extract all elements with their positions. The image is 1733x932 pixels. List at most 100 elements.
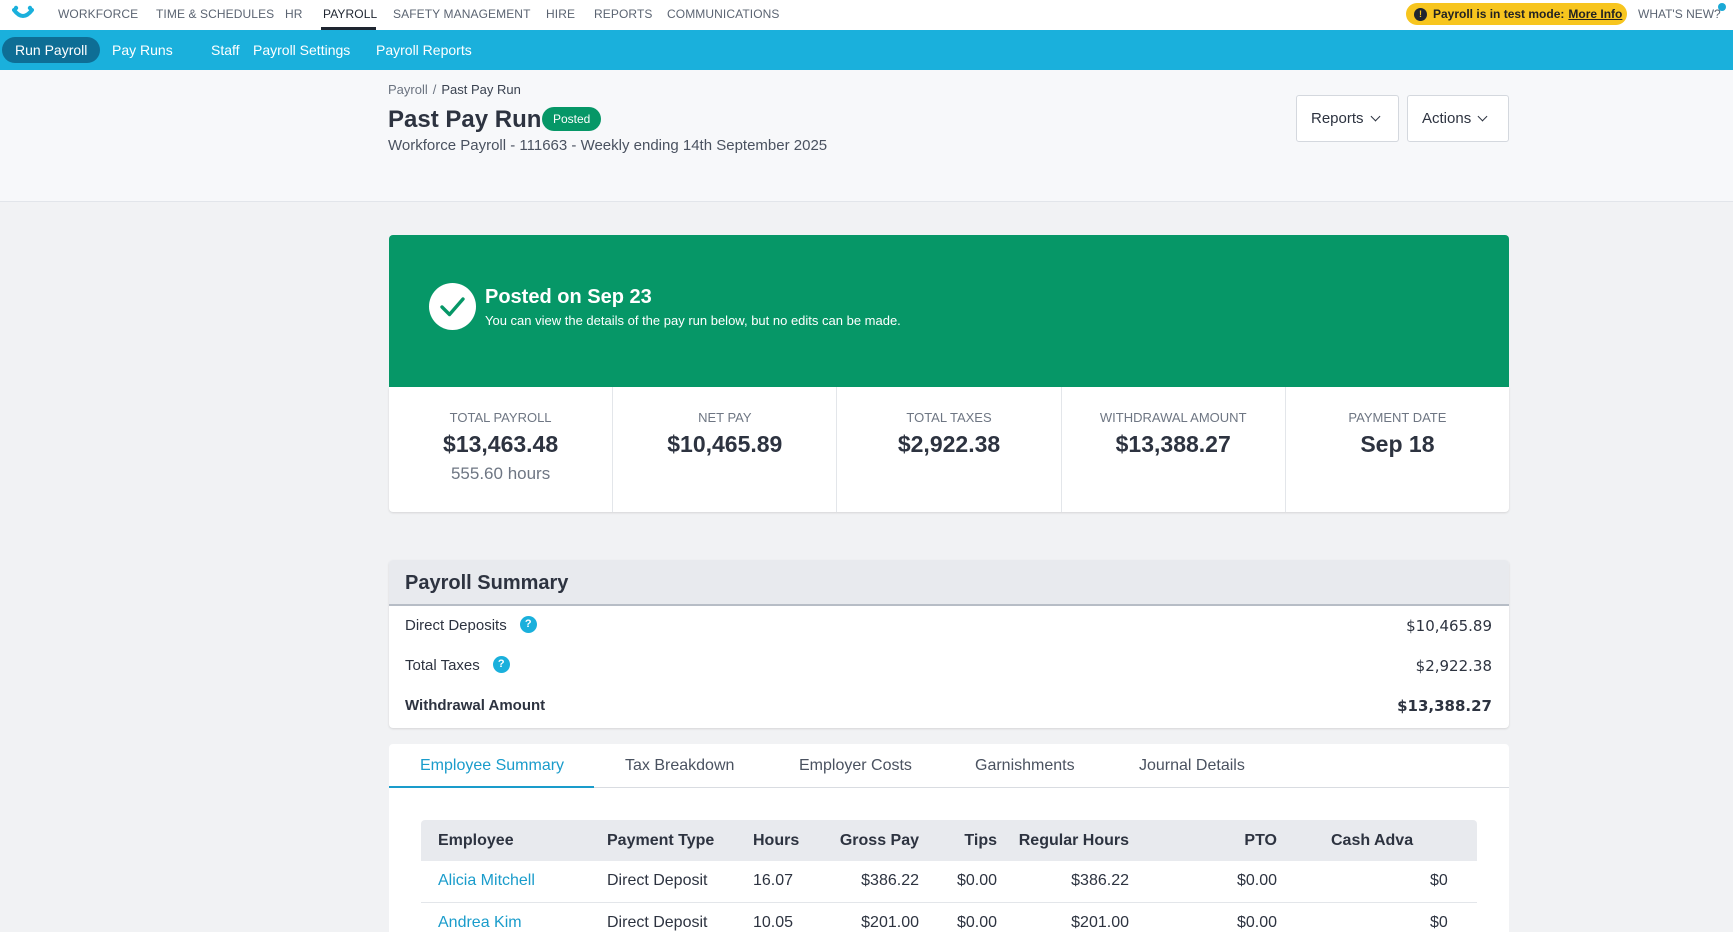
nav-payroll[interactable]: PAYROLL bbox=[323, 7, 378, 21]
stat-hours: 555.60 hours bbox=[450, 464, 551, 483]
hours-cell: 16.07 bbox=[753, 872, 794, 890]
whats-new-link[interactable]: WHAT'S NEW? bbox=[1638, 7, 1721, 21]
summary-row-direct-deposits: Direct Deposits? $10,465.89 bbox=[389, 606, 1509, 646]
status-badge: Posted bbox=[542, 107, 602, 131]
column-header-tips[interactable]: Tips bbox=[964, 831, 997, 849]
cash-advance-cell: $0 bbox=[1430, 913, 1448, 931]
nav-safety-management[interactable]: SAFETY MANAGEMENT bbox=[393, 7, 531, 21]
tips-cell: $0.00 bbox=[956, 913, 997, 931]
column-header-payment-type[interactable]: Payment Type bbox=[607, 831, 715, 849]
actions-button-label: Actions bbox=[1422, 110, 1472, 127]
brand-logo-icon[interactable] bbox=[12, 5, 34, 23]
stat-value: $13,388.27 bbox=[1115, 431, 1231, 457]
nav-communications[interactable]: COMMUNICATIONS bbox=[667, 7, 780, 21]
nav-hire[interactable]: HIRE bbox=[546, 7, 576, 21]
details-card: Employee Summary Tax Breakdown Employer … bbox=[389, 744, 1509, 932]
checkmark-icon bbox=[440, 297, 465, 317]
column-header-gross-pay[interactable]: Gross Pay bbox=[839, 831, 919, 849]
stat-label: PAYMENT DATE bbox=[1348, 410, 1447, 425]
subnav-staff[interactable]: Staff bbox=[211, 42, 240, 58]
payment-type-cell: Direct Deposit bbox=[607, 913, 708, 931]
pay-run-stats: TOTAL PAYROLL $13,463.48 555.60 hours NE… bbox=[389, 387, 1509, 512]
payment-type-cell: Direct Deposit bbox=[607, 872, 708, 890]
column-header-regular-hours[interactable]: Regular Hours bbox=[1018, 831, 1129, 849]
summary-row-label: Direct Deposits bbox=[405, 617, 507, 634]
nav-active-underline bbox=[321, 27, 376, 30]
subnav-payroll-settings[interactable]: Payroll Settings bbox=[253, 42, 351, 58]
chevron-down-icon bbox=[1370, 111, 1380, 122]
posted-banner: Posted on Sep 23 You can view the detail… bbox=[389, 235, 1509, 387]
reports-button-label: Reports bbox=[1311, 110, 1364, 127]
gross-pay-cell: $201.00 bbox=[861, 913, 919, 931]
stat-label: NET PAY bbox=[698, 410, 752, 425]
top-navigation: WORKFORCE TIME & SCHEDULES HR PAYROLL SA… bbox=[0, 0, 1733, 30]
active-tab-underline bbox=[389, 786, 594, 788]
summary-row-total-taxes: Total Taxes? $2,922.38 bbox=[389, 646, 1509, 686]
summary-row-withdrawal-amount: Withdrawal Amount $13,388.27 bbox=[389, 686, 1509, 726]
column-header-cash-advance[interactable]: Cash Adva bbox=[1331, 831, 1414, 849]
column-header-pto[interactable]: PTO bbox=[1244, 831, 1277, 849]
summary-row-label: Withdrawal Amount bbox=[405, 697, 546, 714]
nav-time-schedules[interactable]: TIME & SCHEDULES bbox=[156, 7, 275, 21]
table-header-row: Employee Payment Type Hours Gross Pay Ti… bbox=[421, 820, 1477, 861]
page-header: Payroll / Past Pay Run Past Pay Run Posted… bbox=[0, 70, 1733, 202]
tab-journal-details[interactable]: Journal Details bbox=[1139, 757, 1245, 774]
breadcrumb: Payroll / Past Pay Run bbox=[388, 82, 521, 97]
column-header-employee[interactable]: Employee bbox=[438, 831, 514, 849]
stat-net-pay: NET PAY $10,465.89 bbox=[613, 387, 838, 512]
pay-run-subtitle: Workforce Payroll - 111663 - Weekly endi… bbox=[388, 137, 828, 154]
subnav-pay-runs[interactable]: Pay Runs bbox=[112, 42, 173, 58]
breadcrumb-separator: / bbox=[432, 82, 437, 97]
gross-pay-cell: $386.22 bbox=[861, 872, 919, 890]
nav-hr[interactable]: HR bbox=[285, 7, 303, 21]
details-tabs: Employee Summary Tax Breakdown Employer … bbox=[389, 744, 1509, 788]
breadcrumb-current: Past Pay Run bbox=[441, 82, 521, 97]
subnav-payroll-reports[interactable]: Payroll Reports bbox=[376, 42, 472, 58]
tab-tax-breakdown[interactable]: Tax Breakdown bbox=[625, 757, 735, 774]
payroll-summary-card: Payroll Summary Direct Deposits? $10,465… bbox=[389, 560, 1509, 728]
page-title: Past Pay Run bbox=[388, 106, 542, 133]
notification-dot-icon bbox=[1718, 3, 1726, 11]
summary-row-value: $2,922.38 bbox=[1415, 657, 1492, 675]
nav-workforce[interactable]: WORKFORCE bbox=[58, 7, 139, 21]
hours-cell: 10.05 bbox=[753, 913, 794, 931]
stat-value: $13,463.48 bbox=[443, 431, 559, 457]
checkmark-circle-icon bbox=[429, 283, 476, 330]
test-mode-label: Payroll is in test mode: bbox=[1433, 7, 1565, 21]
reports-button[interactable]: Reports bbox=[1296, 95, 1399, 142]
tab-employee-summary[interactable]: Employee Summary bbox=[420, 757, 565, 774]
column-header-hours[interactable]: Hours bbox=[753, 831, 800, 849]
employee-name-link[interactable]: Andrea Kim bbox=[438, 913, 522, 931]
employee-summary-table: Employee Payment Type Hours Gross Pay Ti… bbox=[421, 820, 1477, 932]
summary-row-value: $10,465.89 bbox=[1406, 617, 1492, 635]
stat-label: TOTAL PAYROLL bbox=[449, 410, 552, 425]
payroll-summary-title: Payroll Summary bbox=[389, 560, 1509, 606]
table-row: Andrea Kim Direct Deposit 10.05 $201.00 … bbox=[421, 902, 1477, 932]
tab-employer-costs[interactable]: Employer Costs bbox=[799, 757, 912, 774]
banner-title: Posted on Sep 23 bbox=[485, 286, 652, 308]
test-mode-banner: ! Payroll is in test mode: More Info bbox=[1406, 3, 1627, 25]
subnav-run-payroll[interactable]: Run Payroll bbox=[2, 37, 101, 63]
nav-reports[interactable]: REPORTS bbox=[594, 7, 653, 21]
info-icon: ! bbox=[1414, 7, 1427, 21]
summary-row-value: $13,388.27 bbox=[1397, 697, 1492, 715]
employee-name-link[interactable]: Alicia Mitchell bbox=[438, 872, 535, 890]
stat-label: TOTAL TAXES bbox=[906, 410, 992, 425]
cash-advance-cell: $0 bbox=[1430, 872, 1448, 890]
more-info-link[interactable]: More Info bbox=[1568, 7, 1623, 21]
help-icon[interactable]: ? bbox=[492, 655, 510, 673]
tips-cell: $0.00 bbox=[956, 872, 997, 890]
table-row: Alicia Mitchell Direct Deposit 16.07 $38… bbox=[421, 861, 1477, 902]
stat-value: $10,465.89 bbox=[667, 431, 783, 457]
stat-total-taxes: TOTAL TAXES $2,922.38 bbox=[837, 387, 1062, 512]
tab-garnishments[interactable]: Garnishments bbox=[975, 757, 1075, 774]
stat-value: $2,922.38 bbox=[897, 431, 1001, 457]
regular-hours-cell: $201.00 bbox=[1071, 913, 1129, 931]
stat-payment-date: PAYMENT DATE Sep 18 bbox=[1286, 387, 1509, 512]
actions-button[interactable]: Actions bbox=[1407, 95, 1509, 142]
pto-cell: $0.00 bbox=[1236, 872, 1277, 890]
payroll-subnav: Run Payroll Pay Runs Staff Payroll Setti… bbox=[0, 30, 1733, 70]
breadcrumb-payroll[interactable]: Payroll bbox=[388, 82, 428, 97]
help-icon[interactable]: ? bbox=[519, 615, 537, 633]
banner-text: You can view the details of the pay run … bbox=[485, 313, 901, 328]
